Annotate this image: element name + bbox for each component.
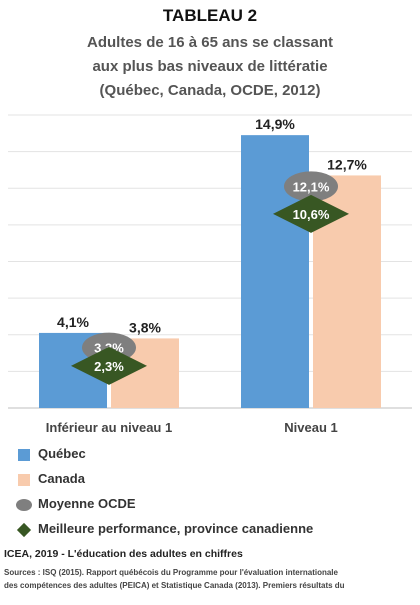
marker-oecd-level-1 bbox=[284, 171, 338, 202]
data-label-canada-below-level-1: 3,8% bbox=[129, 319, 161, 335]
legend-swatch-oecd bbox=[16, 499, 32, 511]
chart-subtitle-line-1: Adultes de 16 à 65 ans se classant bbox=[87, 34, 333, 51]
footer-source-line-1: Sources : ISQ (2015). Rapport québécois … bbox=[4, 568, 338, 577]
marker-label-oecd-level-1: 12,1% bbox=[293, 179, 330, 194]
chart-subtitle-line-3: (Québec, Canada, OCDE, 2012) bbox=[99, 82, 321, 99]
legend-label-canada: Canada bbox=[38, 471, 85, 486]
footer-title: ICEA, 2019 - L'éducation des adultes en … bbox=[4, 548, 243, 560]
x-tick-label-below-level-1: Inférieur au niveau 1 bbox=[46, 420, 172, 435]
marker-best-province-level-1 bbox=[273, 194, 349, 233]
legend-swatch-best-province bbox=[16, 522, 32, 538]
bar-chart: 4,1%3,8%3,3%2,3%Inférieur au niveau 114,… bbox=[8, 114, 412, 435]
chart-title: TABLEAU 2 bbox=[162, 6, 258, 25]
marker-label-best-province-below-level-1: 2,3% bbox=[94, 359, 124, 374]
data-label-quebec-below-level-1: 4,1% bbox=[57, 314, 89, 330]
marker-label-best-province-level-1: 10,6% bbox=[293, 207, 330, 222]
legend-swatch-quebec bbox=[18, 449, 30, 461]
footer-source-line-2: des compétences des adultes (PEICA) et S… bbox=[4, 581, 345, 590]
legend-label-best-province: Meilleure performance, province canadien… bbox=[38, 521, 314, 536]
legend-label-oecd: Moyenne OCDE bbox=[38, 496, 136, 511]
legend-label-quebec: Québec bbox=[38, 446, 86, 461]
data-label-quebec-level-1: 14,9% bbox=[255, 116, 295, 132]
marker-best-province-below-level-1 bbox=[71, 346, 147, 385]
x-tick-label-level-1: Niveau 1 bbox=[284, 420, 337, 435]
chart-subtitle-line-2: aux plus bas niveaux de littératie bbox=[92, 58, 328, 75]
legend-swatch-canada bbox=[18, 474, 30, 486]
data-label-canada-level-1: 12,7% bbox=[327, 156, 367, 172]
